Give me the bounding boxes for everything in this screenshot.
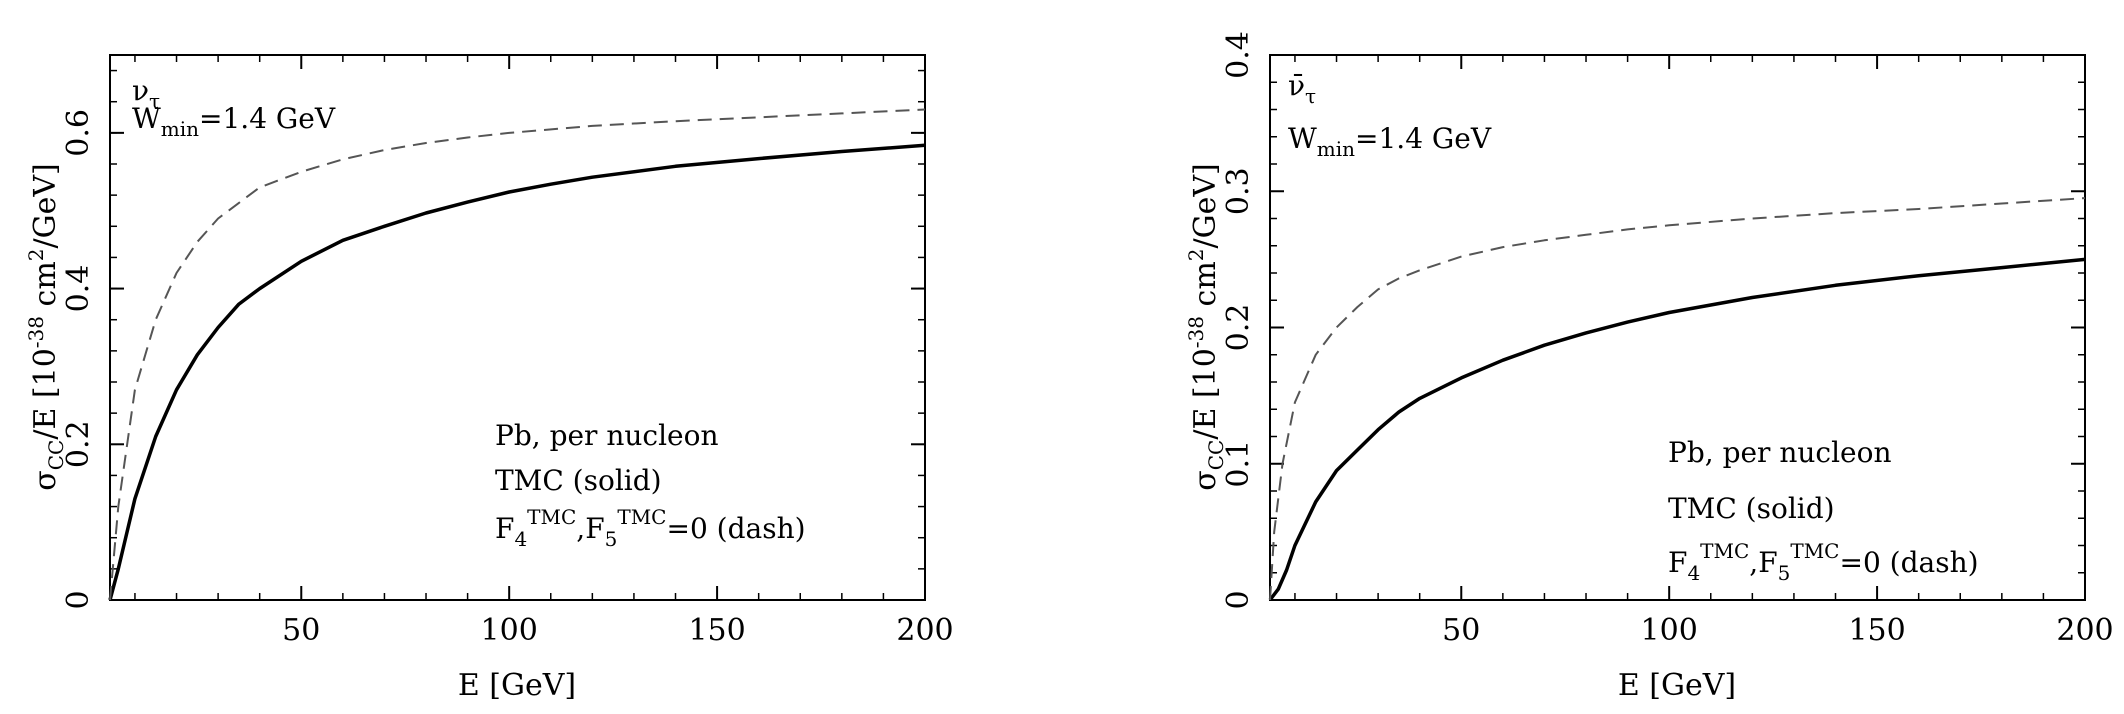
wmin-label-right: Wmin=1.4 GeV xyxy=(1288,122,1492,161)
y-tick-label: 0.1 xyxy=(1221,440,1256,488)
right-curves xyxy=(1268,197,2086,602)
x-tick-label: 200 xyxy=(2056,613,2113,648)
y-axis-label-right: σCC/E [10-38 cm2/GeV] xyxy=(1184,163,1228,490)
solid-series-line xyxy=(108,143,926,601)
x-axis-label-right: E [GeV] xyxy=(1618,668,1736,703)
dashed-series-line xyxy=(1269,197,2086,601)
target-label-left: Pb, per nucleon xyxy=(495,419,719,452)
x-tick-label: 50 xyxy=(282,613,320,648)
y-tick-label: 0.3 xyxy=(1221,167,1256,215)
y-tick-label: 0.4 xyxy=(61,265,96,313)
x-tick-label: 200 xyxy=(896,613,953,648)
particle-label-right: ν̄τ xyxy=(1288,69,1316,108)
particle-label-left: ντ xyxy=(132,74,160,113)
y-axis-label-left: σCC/E [10-38 cm2/GeV] xyxy=(24,163,68,490)
x-tick-label: 50 xyxy=(1442,613,1480,648)
y-tick-label: 0.4 xyxy=(1221,31,1256,79)
y-tick-label: 0.2 xyxy=(61,420,96,468)
left-ticks: 50 100 150 200 0 0.2 0.4 0.6 xyxy=(61,55,954,648)
x-axis-label-left: E [GeV] xyxy=(458,668,576,703)
wmin-label-left: Wmin=1.4 GeV xyxy=(132,102,336,141)
solid-legend-left: TMC (solid) xyxy=(495,464,662,497)
dashed-series-line xyxy=(109,108,926,601)
left-curves xyxy=(108,108,926,601)
right-panel: 50 100 150 200 0 0.1 0.2 0.3 0.4 σCC/E [10-38 cm… xyxy=(1184,31,2114,703)
target-label-right: Pb, per nucleon xyxy=(1668,436,1892,469)
y-tick-label: 0 xyxy=(1221,590,1256,609)
solid-series-line xyxy=(1268,257,2086,602)
x-tick-label: 100 xyxy=(481,613,538,648)
left-panel: 50 100 150 200 0 0.2 0.4 0.6 σCC/E [10-38 cm2/G… xyxy=(24,54,954,703)
dash-legend-right: F4TMC,F5TMC=0 (dash) xyxy=(1668,539,1979,585)
y-tick-label: 0.2 xyxy=(1221,304,1256,352)
y-tick-label: 0 xyxy=(61,590,96,609)
dash-legend-left: F4TMC,F5TMC=0 (dash) xyxy=(495,505,806,551)
x-tick-label: 150 xyxy=(688,613,745,648)
plot-frame-left xyxy=(109,54,926,601)
x-tick-label: 100 xyxy=(1641,613,1698,648)
y-tick-label: 0.6 xyxy=(61,109,96,157)
right-ticks: 50 100 150 200 0 0.1 0.2 0.3 0.4 xyxy=(1221,31,2114,648)
solid-legend-right: TMC (solid) xyxy=(1668,492,1835,525)
x-tick-label: 150 xyxy=(1848,613,1905,648)
